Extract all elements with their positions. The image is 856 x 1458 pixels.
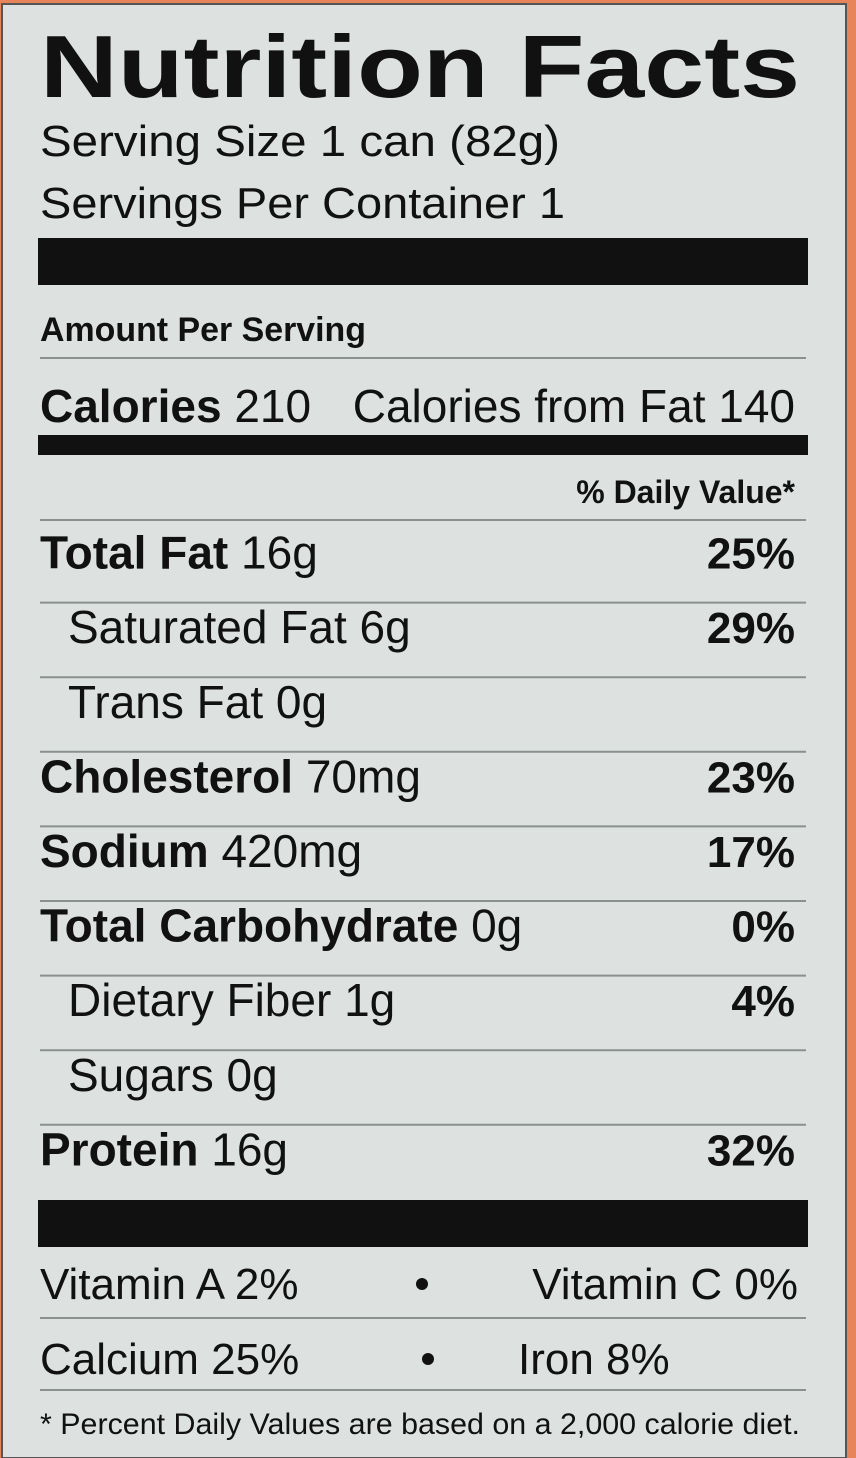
nutrient: Total Fat 16g xyxy=(40,527,318,579)
calories-label: Calories xyxy=(40,380,222,432)
thick-rule xyxy=(38,238,808,285)
nutrient-label: Sugars 0g xyxy=(68,1049,278,1101)
daily-value-header: % Daily Value* xyxy=(576,474,795,510)
calories: Calories 210 xyxy=(40,380,311,432)
bullet xyxy=(422,1353,434,1365)
nutrient-amount: 16g xyxy=(241,527,318,579)
vitamin: Vitamin C 0% xyxy=(532,1260,798,1309)
daily-value: 29% xyxy=(707,604,795,653)
bullet xyxy=(416,1278,428,1290)
nutrient: Sugars 0g xyxy=(68,1049,278,1101)
nutrient-rows: Total Fat 16g 25% Saturated Fat 6g 29% Trans… xyxy=(40,527,806,1175)
nutrient: Protein 16g xyxy=(40,1123,288,1175)
medium-rule xyxy=(38,435,808,455)
footnote: * Percent Daily Values are based on a 2,… xyxy=(40,1408,800,1441)
nutrient-label: Cholesterol xyxy=(40,750,293,802)
thick-rule xyxy=(38,1200,808,1247)
nutrient: Trans Fat 0g xyxy=(68,676,327,728)
daily-value: 0% xyxy=(731,903,795,952)
nutrient: Sodium 420mg xyxy=(40,825,362,877)
nutrient-label: Total Carbohydrate xyxy=(40,900,458,952)
nutrient-label: Total Fat xyxy=(40,527,228,579)
nutrient-label: Trans Fat 0g xyxy=(68,676,327,728)
serving-size: Serving Size 1 can (82g) xyxy=(40,117,560,166)
nutrient: Cholesterol 70mg xyxy=(40,750,421,802)
daily-value: 32% xyxy=(707,1126,795,1175)
nutrient-label: Sodium xyxy=(40,825,209,877)
nutrient-label: Dietary Fiber 1g xyxy=(68,974,395,1026)
nutrient: Saturated Fat 6g xyxy=(68,601,411,653)
nutrient-label: Protein xyxy=(40,1123,198,1175)
amount-per-serving: Amount Per Serving xyxy=(40,311,366,349)
nutrient-amount: 16g xyxy=(211,1123,288,1175)
daily-value: 17% xyxy=(707,828,795,877)
daily-value: 23% xyxy=(707,753,795,802)
title: Nutrition Facts xyxy=(40,17,800,116)
daily-value: 25% xyxy=(707,530,795,579)
calories-value: 210 xyxy=(234,380,311,432)
vitamin: Vitamin A 2% xyxy=(40,1260,298,1309)
nutrient-label: Saturated Fat 6g xyxy=(68,601,411,653)
calories-from-fat: Calories from Fat 140 xyxy=(353,380,795,432)
nutrient: Total Carbohydrate 0g xyxy=(40,900,522,952)
servings-per-container: Servings Per Container 1 xyxy=(40,179,565,228)
nutrient: Dietary Fiber 1g xyxy=(68,974,395,1026)
nutrient-amount: 0g xyxy=(471,900,522,952)
daily-value: 4% xyxy=(731,977,795,1026)
vitamin: Iron 8% xyxy=(518,1335,670,1384)
nutrient-amount: 420mg xyxy=(221,825,362,877)
nutrient-amount: 70mg xyxy=(306,750,421,802)
vitamin: Calcium 25% xyxy=(40,1335,299,1384)
